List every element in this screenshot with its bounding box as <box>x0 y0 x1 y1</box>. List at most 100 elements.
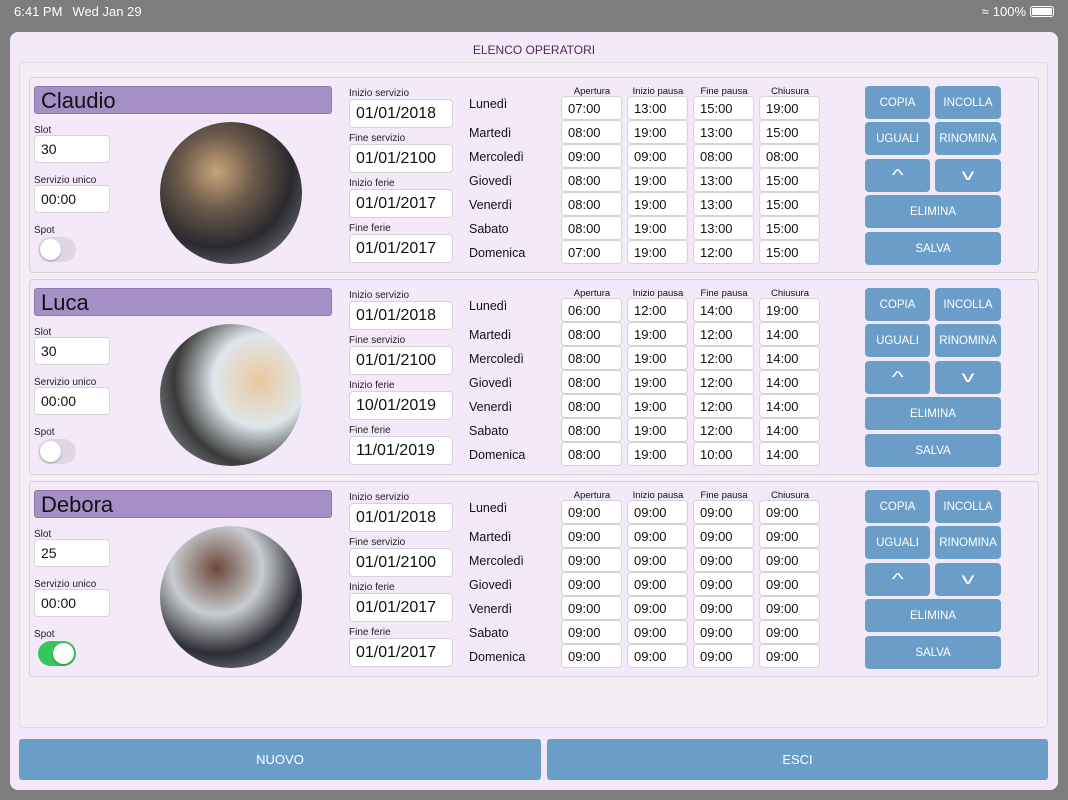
time-input[interactable]: 08:00 <box>561 192 622 216</box>
time-input[interactable]: 12:00 <box>693 322 754 346</box>
time-input[interactable]: 09:00 <box>627 596 688 620</box>
time-input[interactable]: 09:00 <box>693 500 754 524</box>
time-input[interactable]: 15:00 <box>759 216 820 240</box>
fine-ferie-input[interactable]: 11/01/2019 <box>349 436 453 465</box>
time-input[interactable]: 19:00 <box>759 298 820 322</box>
time-input[interactable]: 19:00 <box>627 120 688 144</box>
inizio-servizio-input[interactable]: 01/01/2018 <box>349 301 453 330</box>
inizio-ferie-input[interactable]: 10/01/2019 <box>349 391 453 420</box>
copia-button[interactable]: COPIA <box>865 86 930 119</box>
slot-input[interactable]: 25 <box>34 539 110 567</box>
operator-name[interactable]: Claudio <box>34 86 332 114</box>
time-input[interactable]: 19:00 <box>627 346 688 370</box>
time-input[interactable]: 09:00 <box>759 500 820 524</box>
up-button[interactable]: ^ <box>865 361 930 394</box>
fine-servizio-input[interactable]: 01/01/2100 <box>349 346 453 375</box>
inizio-ferie-input[interactable]: 01/01/2017 <box>349 189 453 218</box>
time-input[interactable]: 15:00 <box>759 192 820 216</box>
incolla-button[interactable]: INCOLLA <box>935 288 1001 321</box>
time-input[interactable]: 19:00 <box>627 192 688 216</box>
time-input[interactable]: 09:00 <box>693 620 754 644</box>
time-input[interactable]: 10:00 <box>693 442 754 466</box>
time-input[interactable]: 14:00 <box>759 346 820 370</box>
time-input[interactable]: 09:00 <box>627 572 688 596</box>
operator-photo[interactable] <box>160 122 302 264</box>
slot-input[interactable]: 30 <box>34 337 110 365</box>
time-input[interactable]: 09:00 <box>759 524 820 548</box>
time-input[interactable]: 09:00 <box>561 524 622 548</box>
elimina-button[interactable]: ELIMINA <box>865 195 1001 228</box>
time-input[interactable]: 15:00 <box>759 168 820 192</box>
time-input[interactable]: 14:00 <box>693 298 754 322</box>
incolla-button[interactable]: INCOLLA <box>935 490 1001 523</box>
down-button[interactable]: v <box>935 563 1001 596</box>
time-input[interactable]: 14:00 <box>759 322 820 346</box>
time-input[interactable]: 14:00 <box>759 442 820 466</box>
time-input[interactable]: 13:00 <box>627 96 688 120</box>
time-input[interactable]: 09:00 <box>693 548 754 572</box>
time-input[interactable]: 19:00 <box>627 394 688 418</box>
uguali-button[interactable]: UGUALI <box>865 122 930 155</box>
time-input[interactable]: 09:00 <box>561 644 622 668</box>
time-input[interactable]: 19:00 <box>759 96 820 120</box>
time-input[interactable]: 19:00 <box>627 442 688 466</box>
fine-ferie-input[interactable]: 01/01/2017 <box>349 638 453 667</box>
time-input[interactable]: 08:00 <box>561 346 622 370</box>
time-input[interactable]: 13:00 <box>693 192 754 216</box>
salva-button[interactable]: SALVA <box>865 636 1001 669</box>
time-input[interactable]: 06:00 <box>561 298 622 322</box>
time-input[interactable]: 07:00 <box>561 96 622 120</box>
time-input[interactable]: 09:00 <box>759 620 820 644</box>
spot-toggle[interactable] <box>38 641 76 666</box>
time-input[interactable]: 08:00 <box>759 144 820 168</box>
time-input[interactable]: 09:00 <box>759 644 820 668</box>
time-input[interactable]: 08:00 <box>561 216 622 240</box>
time-input[interactable]: 13:00 <box>693 216 754 240</box>
salva-button[interactable]: SALVA <box>865 232 1001 265</box>
time-input[interactable]: 09:00 <box>561 620 622 644</box>
time-input[interactable]: 09:00 <box>627 644 688 668</box>
time-input[interactable]: 19:00 <box>627 168 688 192</box>
time-input[interactable]: 14:00 <box>759 394 820 418</box>
new-button[interactable]: NUOVO <box>19 739 541 780</box>
time-input[interactable]: 08:00 <box>561 168 622 192</box>
time-input[interactable]: 12:00 <box>693 418 754 442</box>
time-input[interactable]: 09:00 <box>693 524 754 548</box>
up-button[interactable]: ^ <box>865 159 930 192</box>
copia-button[interactable]: COPIA <box>865 288 930 321</box>
exit-button[interactable]: ESCI <box>547 739 1048 780</box>
inizio-ferie-input[interactable]: 01/01/2017 <box>349 593 453 622</box>
rinomina-button[interactable]: RINOMINA <box>935 122 1001 155</box>
operators-list[interactable]: Claudio Slot 30 Servizio unico 00:00 Spot Iniz… <box>19 62 1048 728</box>
time-input[interactable]: 09:00 <box>561 572 622 596</box>
time-input[interactable]: 08:00 <box>561 322 622 346</box>
time-input[interactable]: 08:00 <box>693 144 754 168</box>
time-input[interactable]: 08:00 <box>561 442 622 466</box>
time-input[interactable]: 12:00 <box>693 346 754 370</box>
rinomina-button[interactable]: RINOMINA <box>935 324 1001 357</box>
time-input[interactable]: 07:00 <box>561 240 622 264</box>
time-input[interactable]: 09:00 <box>627 500 688 524</box>
inizio-servizio-input[interactable]: 01/01/2018 <box>349 503 453 532</box>
operator-name[interactable]: Luca <box>34 288 332 316</box>
time-input[interactable]: 09:00 <box>759 596 820 620</box>
down-button[interactable]: v <box>935 361 1001 394</box>
time-input[interactable]: 13:00 <box>693 120 754 144</box>
spot-toggle[interactable] <box>38 237 76 262</box>
time-input[interactable]: 08:00 <box>561 418 622 442</box>
time-input[interactable]: 19:00 <box>627 370 688 394</box>
time-input[interactable]: 08:00 <box>561 394 622 418</box>
time-input[interactable]: 09:00 <box>561 500 622 524</box>
time-input[interactable]: 09:00 <box>759 548 820 572</box>
time-input[interactable]: 08:00 <box>561 370 622 394</box>
time-input[interactable]: 12:00 <box>627 298 688 322</box>
time-input[interactable]: 14:00 <box>759 370 820 394</box>
operator-photo[interactable] <box>160 324 302 466</box>
time-input[interactable]: 09:00 <box>627 144 688 168</box>
elimina-button[interactable]: ELIMINA <box>865 397 1001 430</box>
uguali-button[interactable]: UGUALI <box>865 324 930 357</box>
time-input[interactable]: 09:00 <box>627 620 688 644</box>
elimina-button[interactable]: ELIMINA <box>865 599 1001 632</box>
incolla-button[interactable]: INCOLLA <box>935 86 1001 119</box>
time-input[interactable]: 19:00 <box>627 240 688 264</box>
